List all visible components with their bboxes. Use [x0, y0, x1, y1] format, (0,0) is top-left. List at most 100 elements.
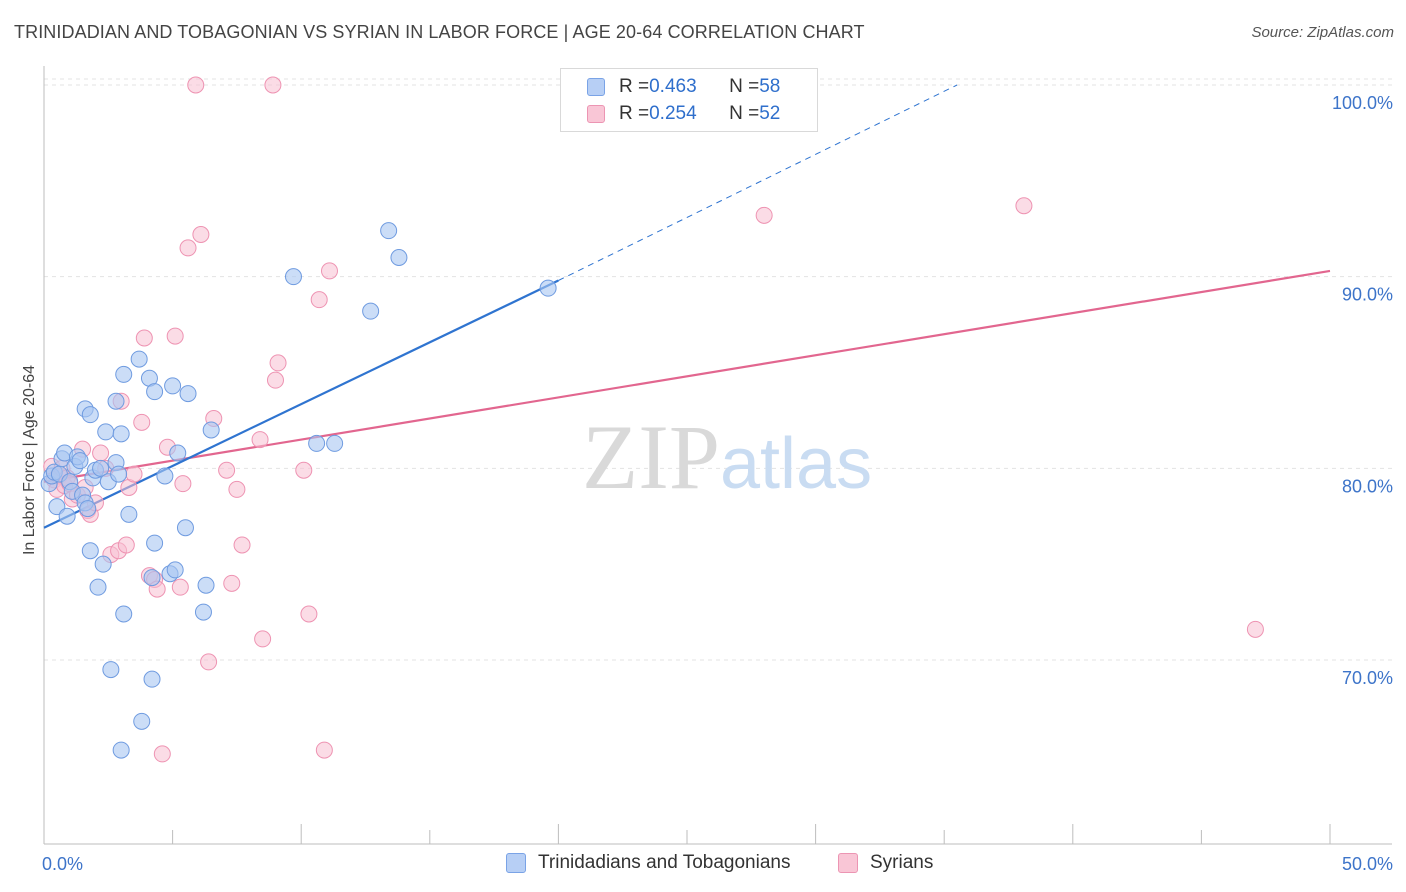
syrian-point	[223, 574, 241, 592]
trinidadian-point	[112, 425, 130, 443]
syrian-point	[179, 239, 197, 257]
legend-r-value: 0.463	[649, 76, 697, 97]
trinidadian-point	[107, 392, 125, 410]
y-tick-label: 90.0%	[1342, 285, 1393, 305]
legend-item-syrian: Syrians	[838, 852, 933, 874]
syrian-point	[254, 630, 272, 648]
trinidadian-trend-extension	[558, 84, 958, 281]
trinidadian-point	[58, 507, 76, 525]
y-tick-label: 80.0%	[1342, 476, 1393, 496]
trinidadian-point	[326, 434, 344, 452]
trinidadian-point	[115, 365, 133, 383]
syrian-point	[187, 76, 205, 94]
legend-n-value: 52	[759, 103, 781, 124]
trinidadian-point	[179, 385, 197, 403]
trinidadian-point	[169, 444, 187, 462]
syrian-point	[295, 461, 313, 479]
watermark-atlas: atlas	[720, 424, 872, 504]
legend-r-label: R =	[619, 76, 650, 97]
syrian-point	[133, 413, 151, 431]
syrian-point	[1246, 620, 1264, 638]
syrian-point	[166, 327, 184, 345]
legend-r-value: 0.254	[649, 103, 697, 124]
trinidadian-point	[164, 377, 182, 395]
legend-item-trinidadian: Trinidadians and Tobagonians	[506, 852, 790, 874]
syrian-point	[218, 461, 236, 479]
y-tick-label: 70.0%	[1342, 668, 1393, 688]
trinidadian-point	[143, 569, 161, 587]
trinidadian-point	[102, 661, 120, 679]
syrian-point	[266, 371, 284, 389]
trinidadian-point	[130, 350, 148, 368]
syrian-point	[192, 226, 210, 243]
syrian-point	[174, 475, 192, 493]
trinidadian-point	[120, 505, 138, 523]
syrian-point	[117, 536, 135, 554]
trinidadian-point	[146, 383, 164, 401]
trinidadian-point	[79, 500, 97, 518]
trinidadian-point	[202, 421, 220, 439]
watermark-zip: ZIP	[582, 406, 720, 508]
trinidadian-point	[115, 605, 133, 623]
trinidadian-point	[110, 465, 128, 483]
trinidadian-point	[81, 406, 99, 424]
legend-n-label: N =	[729, 103, 760, 124]
trinidadian-point	[94, 555, 112, 573]
syrian-point	[300, 605, 318, 623]
syrian-point	[269, 354, 287, 372]
axes	[43, 66, 1392, 845]
syrian-point	[251, 431, 269, 449]
trinidadian-point	[390, 249, 408, 266]
trinidadian-point	[362, 302, 380, 320]
trinidadian-point	[176, 519, 194, 537]
syrian-point	[200, 653, 218, 671]
syrian-point	[320, 262, 338, 280]
legend-n-label: N =	[729, 76, 760, 97]
legend-label-syrian: Syrians	[870, 852, 934, 873]
trinidadian-point	[89, 578, 107, 596]
syrian-point	[92, 444, 110, 462]
trinidadian-point	[71, 452, 89, 470]
legend-r-label: R =	[619, 103, 650, 124]
trinidadian-point	[146, 534, 164, 552]
trinidadian-point	[143, 670, 161, 688]
syrian-point	[264, 76, 282, 94]
syrian-point	[755, 206, 773, 224]
trinidadian-point	[166, 561, 184, 579]
legend-swatch-blue	[587, 78, 605, 96]
syrian-point	[310, 291, 328, 309]
syrian-point	[153, 745, 171, 763]
syrian-point	[233, 536, 251, 554]
syrian-point	[171, 578, 189, 596]
trinidadian-point	[92, 459, 110, 477]
syrian-point	[1015, 197, 1033, 215]
trinidadian-point	[308, 434, 326, 452]
legend-swatch-pink	[587, 105, 605, 123]
y-tick-label: 100.0%	[1332, 93, 1393, 113]
trinidadian-point	[380, 222, 398, 240]
syrian-point	[135, 329, 153, 347]
legend-swatch-blue	[506, 853, 526, 873]
chart-title: TRINIDADIAN AND TOBAGONIAN VS SYRIAN IN …	[14, 22, 865, 42]
trinidadian-point	[539, 279, 557, 297]
syrian-point	[125, 465, 143, 483]
legend-swatch-pink	[838, 853, 858, 873]
trinidadian-point	[284, 268, 302, 286]
trinidadian-point	[133, 712, 151, 730]
correlation-legend: R = 0.463 N = 58 R = 0.254 N = 52	[560, 68, 818, 132]
x-tick-label: 0.0%	[42, 854, 83, 874]
trinidadian-point	[194, 603, 212, 621]
source-label: Source: ZipAtlas.com	[1251, 24, 1394, 41]
legend-row-syrian: R = 0.254 N = 52	[587, 102, 780, 126]
legend-label-trinidadian: Trinidadians and Tobagonians	[538, 852, 791, 873]
trinidadian-point	[112, 741, 130, 759]
tick-labels: 70.0% 80.0% 90.0% 100.0% 0.0% 50.0%	[42, 93, 1393, 874]
syrian-point	[315, 741, 333, 759]
trinidadian-point	[81, 542, 99, 560]
legend-row-trinidadian: R = 0.463 N = 58	[587, 75, 780, 99]
x-tick-label: 50.0%	[1342, 854, 1393, 874]
legend-n-value: 58	[759, 76, 781, 97]
trinidadian-point	[156, 467, 174, 485]
trinidadian-points	[40, 222, 557, 759]
